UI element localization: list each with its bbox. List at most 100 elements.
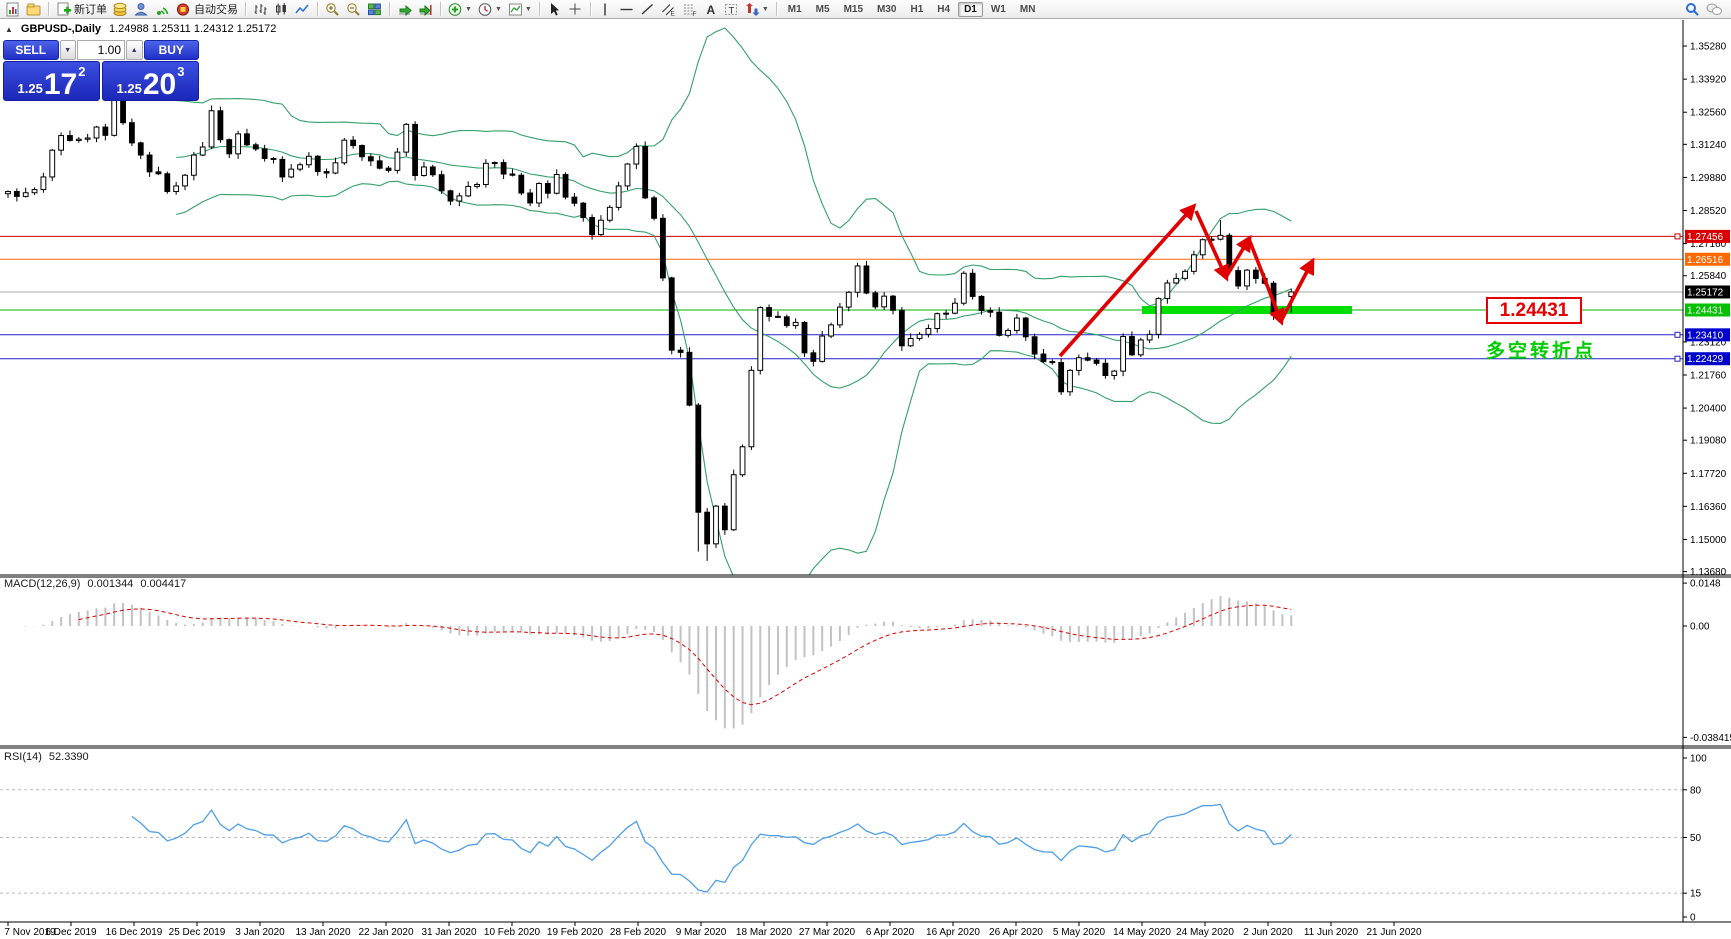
date-label: 21 Jun 2020 — [1366, 927, 1421, 938]
indicators-button[interactable]: ▼ — [445, 1, 475, 18]
timeframe-m5-button[interactable]: M5 — [815, 3, 830, 15]
textA-icon: A — [706, 3, 715, 17]
auto-scroll-button[interactable] — [394, 1, 415, 18]
price-label-box — [1685, 303, 1730, 317]
zoomout-icon — [347, 2, 360, 16]
rsi-name: RSI(14) — [4, 751, 42, 763]
buy-price-panel[interactable]: 1.25 20 3 — [102, 61, 199, 101]
shapes-icon — [745, 2, 760, 16]
timeframe-d1-button[interactable]: D1 — [958, 1, 983, 17]
date-label: 2 Jun 2020 — [1243, 927, 1293, 938]
macd-tick-label: 0.0148 — [1690, 579, 1721, 590]
autotrading-button-label: 自动交易 — [194, 4, 238, 16]
toolbar-separator — [389, 2, 390, 16]
svg-text:A: A — [706, 3, 715, 17]
date-label: 19 Feb 2020 — [547, 927, 604, 938]
macd-name: MACD(12,26,9) — [4, 578, 81, 590]
crosshair-button[interactable] — [565, 1, 586, 18]
fibonacci-button[interactable]: F — [679, 1, 700, 18]
new-chart-button[interactable] — [2, 1, 23, 18]
line-chart-button[interactable] — [292, 1, 313, 18]
shift-icon — [419, 4, 432, 16]
linechart-icon — [295, 4, 309, 13]
text-label-button[interactable]: T — [721, 1, 742, 18]
price-callout-label[interactable]: 1.24431 — [1486, 297, 1582, 324]
hline-handle — [1674, 355, 1681, 362]
toolbar-separator — [440, 2, 441, 16]
channel-icon: E — [661, 3, 675, 17]
rsi-tick-label: 0 — [1690, 913, 1696, 924]
timeframe-w1-button[interactable]: W1 — [990, 3, 1006, 15]
vertical-line-button[interactable] — [595, 1, 616, 18]
chat-icon[interactable] — [1703, 1, 1725, 18]
gold-button[interactable] — [110, 1, 131, 18]
volume-increase-button[interactable]: ▲ — [126, 40, 143, 60]
rsi-value: 52.3390 — [48, 751, 89, 763]
date-label: 10 Feb 2020 — [484, 927, 541, 938]
equidistant-channel-button[interactable]: E — [658, 1, 679, 18]
volume-decrease-button[interactable]: ▼ — [59, 40, 76, 60]
candlestick-chart-button[interactable] — [271, 1, 292, 18]
price-tick-label: 1.16360 — [1690, 502, 1727, 513]
timeframe-m1-button[interactable]: M1 — [787, 3, 802, 15]
cursor-button[interactable] — [544, 1, 565, 18]
one-click-trading-panel: SELL ▼ ▲ BUY 1.25 17 2 1.25 20 3 — [3, 40, 199, 101]
buy-button[interactable]: BUY — [143, 40, 199, 60]
price-label-text: 1.25172 — [1687, 287, 1724, 298]
sell-price-sup: 2 — [78, 64, 86, 79]
signals-button[interactable] — [152, 1, 173, 18]
profiles-button[interactable] — [23, 1, 44, 18]
sell-button[interactable]: SELL — [3, 40, 59, 60]
autotrading-button[interactable]: 自动交易 — [173, 1, 241, 18]
new-order-button[interactable]: 新订单 — [53, 1, 110, 18]
zoom-out-button[interactable] — [343, 1, 364, 18]
horizontal-line-button[interactable] — [616, 1, 637, 18]
zoomin-icon — [326, 2, 339, 16]
price-tick-label: 1.17720 — [1690, 469, 1727, 480]
arrows-button[interactable]: ▼ — [742, 1, 772, 18]
volume-input[interactable] — [77, 40, 125, 60]
timeframe-h1-button[interactable]: H1 — [910, 3, 924, 15]
price-tick-label: 1.19080 — [1690, 436, 1727, 447]
search-icon[interactable] — [1682, 1, 1703, 18]
date-label: 7 Nov 2019 — [4, 927, 56, 938]
svg-text:E: E — [670, 10, 675, 17]
text-button[interactable]: A — [700, 1, 721, 18]
pivot-note-text[interactable]: 多空转折点 — [1485, 341, 1596, 362]
date-label: 25 Dec 2019 — [169, 927, 226, 938]
new-order-button-label: 新订单 — [74, 4, 107, 16]
templates-button[interactable]: ▼ — [505, 1, 535, 18]
template-icon — [508, 3, 522, 15]
date-label: 14 May 2020 — [1113, 927, 1171, 938]
timeframe-h4-button[interactable]: H4 — [937, 3, 951, 15]
trendline-button[interactable] — [637, 1, 658, 18]
autotrade-icon — [176, 2, 190, 16]
timeframe-m15-button[interactable]: M15 — [843, 3, 864, 15]
bar-chart-button[interactable] — [250, 1, 271, 18]
hline-handle — [1674, 331, 1681, 338]
sell-price-panel[interactable]: 1.25 17 2 — [3, 61, 100, 101]
price-tick-label: 1.13680 — [1690, 567, 1727, 578]
price-tick-label: 1.31240 — [1690, 140, 1727, 151]
periods-button[interactable]: ▼ — [475, 1, 505, 18]
autoscroll-icon — [399, 4, 412, 16]
vline-icon — [604, 3, 606, 15]
price-tick-label: 1.35280 — [1690, 42, 1727, 53]
bb-upper — [176, 27, 1292, 307]
chevron-down-icon: ▼ — [494, 5, 502, 13]
timeframe-mn-button[interactable]: MN — [1019, 3, 1036, 15]
macd-tick-label: 0.00 — [1690, 622, 1710, 633]
tile-windows-button[interactable] — [364, 1, 385, 18]
price-label-box — [1685, 285, 1730, 299]
sell-price-big: 17 — [43, 68, 78, 101]
price-label-box — [1685, 229, 1730, 243]
assistant-button[interactable] — [131, 1, 152, 18]
hline-handle — [1674, 233, 1681, 240]
chart-shift-button[interactable] — [415, 1, 436, 18]
buy-price-sup: 3 — [177, 64, 185, 79]
timeframe-m30-button[interactable]: M30 — [877, 3, 897, 15]
chart-marker-icon: ▲ — [5, 24, 13, 34]
zoom-in-button[interactable] — [322, 1, 343, 18]
